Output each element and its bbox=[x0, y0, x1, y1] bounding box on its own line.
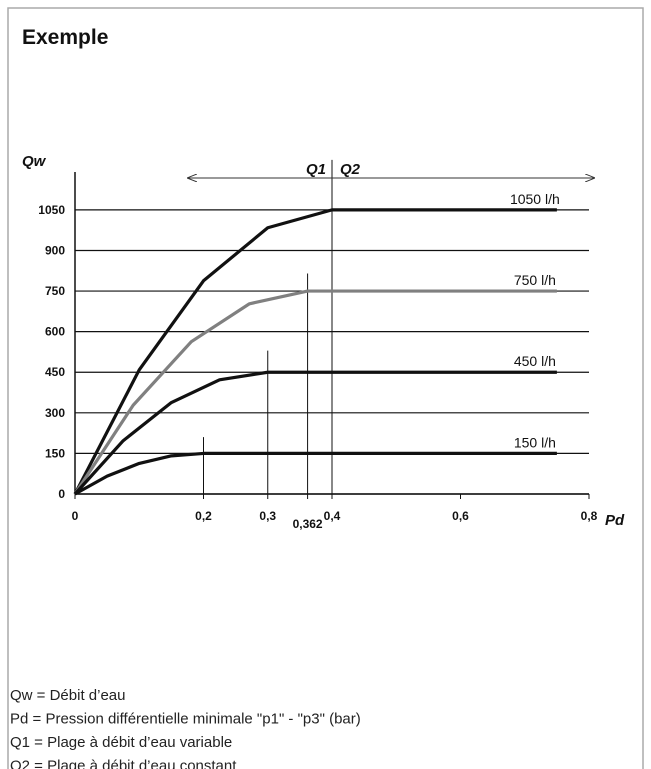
y-tick-label: 300 bbox=[45, 406, 65, 420]
series-line bbox=[73, 208, 557, 495]
x-tick-label: 0,6 bbox=[452, 509, 469, 523]
y-axis-title: Qw bbox=[22, 153, 47, 170]
y-tick-label: 600 bbox=[45, 325, 65, 339]
y-tick-label: 450 bbox=[45, 365, 65, 379]
y-tick-label: 750 bbox=[45, 284, 65, 298]
zone-label: Q1 bbox=[306, 161, 326, 178]
x-tick-label: 0,8 bbox=[581, 509, 598, 523]
note: Qw = Débit d’eau bbox=[10, 687, 125, 704]
box bbox=[7, 7, 644, 769]
series-line bbox=[73, 370, 557, 496]
x-tick-label: 0,2 bbox=[195, 509, 212, 523]
x-axis-title: Pd bbox=[605, 512, 625, 529]
note: Pd = Pression différentielle minimale "p… bbox=[10, 711, 361, 728]
x-tick-label: 0 bbox=[72, 509, 79, 523]
y-tick-label: 150 bbox=[45, 446, 65, 460]
note: Q2 = Plage à débit d’eau constant bbox=[10, 758, 237, 769]
x-tick-label: 0,4 bbox=[324, 509, 341, 523]
series-label: 450 l/h bbox=[514, 353, 556, 369]
y-tick-label: 0 bbox=[58, 487, 65, 501]
series-label: 1050 l/h bbox=[510, 191, 560, 207]
x-tick-label: 0,3 bbox=[259, 509, 276, 523]
y-tick-label: 1050 bbox=[38, 203, 65, 217]
x-tick-label: 0,362 bbox=[293, 517, 323, 531]
y-tick-label: 900 bbox=[45, 243, 65, 257]
series-line bbox=[74, 451, 557, 496]
zone-label: Q2 bbox=[340, 161, 361, 178]
series-label: 150 l/h bbox=[514, 434, 556, 450]
series-line bbox=[73, 289, 557, 495]
series-label: 750 l/h bbox=[514, 272, 556, 288]
note: Q1 = Plage à débit d’eau variable bbox=[10, 734, 232, 751]
title: Exemple bbox=[22, 26, 108, 49]
